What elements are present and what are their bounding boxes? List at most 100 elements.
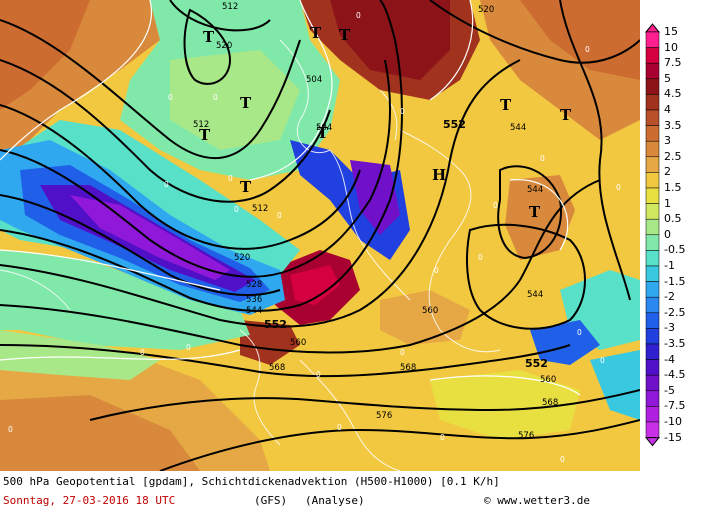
low-marker: T — [310, 24, 322, 42]
run-type: (Analyse) — [305, 494, 365, 507]
map-canvas: H T T T T T T T T T T 512 520 504 520 51… — [0, 0, 640, 471]
contour-label: 520 — [216, 41, 232, 51]
model-name: (GFS) — [254, 494, 288, 507]
colorbar-tick-label: 3.5 — [664, 118, 682, 132]
contour-label: 544 — [527, 290, 543, 300]
contour-label: 568 — [400, 363, 416, 373]
contour-labels: 512 520 504 520 512 504 552 544 544 544 … — [193, 2, 558, 441]
colorbar-tick-label: 0.5 — [664, 212, 682, 226]
colorbar-swatch — [645, 296, 660, 314]
colorbar-swatch — [645, 156, 660, 173]
low-marker: T — [203, 28, 215, 46]
colorbar-swatch — [645, 281, 660, 298]
colorbar-tick-label: 2 — [664, 165, 671, 179]
colorbar-tick-label: 1 — [664, 196, 671, 210]
zero-label: 0 — [440, 433, 445, 442]
zero-label: 0 — [277, 211, 282, 220]
colorbar-swatch — [645, 31, 660, 48]
weather-map: H T T T T T T T T T T 512 520 504 520 51… — [0, 0, 641, 472]
valid-time: Sonntag, 27-03-2016 18 UTC — [3, 494, 176, 507]
caption: 500 hPa Geopotential [gpdam], Schichtdic… — [0, 471, 704, 513]
low-marker: T — [560, 106, 572, 124]
colorbar-tick-label: -3.5 — [664, 337, 686, 350]
colorbar-tick-label: 1.5 — [664, 181, 682, 194]
colorbar-swatch — [645, 234, 660, 251]
colorbar-tick-label: 0 — [664, 227, 671, 241]
colorbar-tick-label: 10 — [664, 40, 678, 54]
zero-label: 0 — [213, 93, 218, 102]
contour-label: 552 — [443, 118, 466, 131]
colorbar-swatch — [645, 125, 660, 142]
zero-label: 0 — [434, 266, 439, 275]
colorbar-swatch — [645, 343, 660, 360]
colorbar-swatch — [645, 265, 660, 282]
contour-label: 560 — [540, 375, 556, 385]
zero-label: 0 — [600, 356, 605, 365]
low-marker: T — [240, 178, 252, 196]
contour-label: 568 — [269, 363, 285, 373]
zero-label: 0 — [168, 93, 173, 102]
colorbar-tick-label: -15 — [664, 430, 682, 444]
zero-label: 0 — [228, 174, 233, 183]
colorbar-tick-label: 15 — [664, 25, 678, 38]
zero-contours — [0, 0, 581, 396]
geopotential-contours — [0, 0, 640, 471]
colorbar-tick-label: 4.5 — [664, 87, 682, 101]
colorbar-tick-label: -2 — [664, 290, 675, 304]
low-marker: T — [199, 126, 211, 144]
low-marker: T — [529, 203, 541, 221]
colorbar-tick-label: -4.5 — [664, 368, 686, 382]
colorbar-swatch — [645, 62, 660, 80]
contour-label: 504 — [306, 75, 322, 85]
colorbar-tick-label: -0.5 — [664, 243, 686, 257]
low-marker: T — [240, 94, 252, 112]
zero-label: 0 — [140, 348, 145, 357]
pressure-markers: H T T T T T T T T T T — [199, 24, 572, 221]
zero-label: 0 — [560, 455, 565, 464]
colorbar-tick-label: 4 — [664, 103, 671, 116]
zero-label: 0 — [400, 107, 405, 116]
contour-label: 576 — [376, 411, 392, 421]
colorbar-swatch — [645, 187, 660, 204]
colorbar-tick-label: 7.5 — [664, 56, 682, 70]
contour-label: 560 — [422, 306, 438, 316]
colorbar-tick-label: -10 — [664, 415, 682, 428]
colorbar-tick-label: -1.5 — [664, 274, 686, 288]
zero-label: 0 — [337, 423, 342, 432]
zero-label: 0 — [493, 201, 498, 210]
contour-label: 568 — [542, 398, 558, 408]
warm-advection-areas — [0, 0, 640, 471]
colorbar-arrow-down — [644, 437, 661, 447]
zero-label: 0 — [186, 343, 191, 352]
contour-label: 544 — [246, 306, 262, 316]
zero-label: 0 — [8, 425, 13, 434]
zero-labels: 0 0 0 0 0 0 0 0 0 0 0 0 0 0 0 0 0 0 0 0 … — [8, 11, 621, 464]
colorbar-swatch — [645, 312, 660, 329]
copyright-link[interactable]: © www.wetter3.de — [484, 494, 590, 507]
contour-label: 560 — [290, 338, 306, 348]
colorbar-swatch — [645, 47, 660, 64]
colorbar-swatch — [645, 250, 660, 267]
colorbar: 15 10 7.5 5 4.5 4 3.5 3 2.5 2 1.5 1 0.5 0 -0.5 -1 -1.5 -2… — [640, 0, 704, 471]
colorbar-tick-label: -4 — [664, 352, 675, 366]
contour-label: 520 — [478, 5, 494, 15]
map-title: 500 hPa Geopotential [gpdam], Schichtdic… — [3, 475, 500, 488]
contour-label: 536 — [246, 295, 262, 305]
colorbar-swatch — [645, 421, 660, 438]
colorbar-tick-label: 5 — [664, 71, 671, 85]
low-marker: T — [339, 26, 351, 44]
low-marker: T — [500, 96, 512, 114]
colorbar-swatch — [645, 140, 660, 158]
contour-label: 552 — [264, 318, 287, 331]
zero-label: 0 — [400, 348, 405, 357]
zero-label: 0 — [577, 328, 582, 337]
contour-label: 512 — [222, 2, 238, 12]
low-marker: T — [317, 124, 329, 142]
contour-label: 512 — [252, 204, 268, 214]
colorbar-tick-label: 3 — [664, 134, 671, 148]
colorbar-tick-label: -1 — [664, 259, 675, 272]
zero-label: 0 — [585, 45, 590, 54]
zero-label: 0 — [234, 205, 239, 214]
contour-label: 576 — [518, 431, 534, 441]
colorbar-swatch — [645, 218, 660, 236]
